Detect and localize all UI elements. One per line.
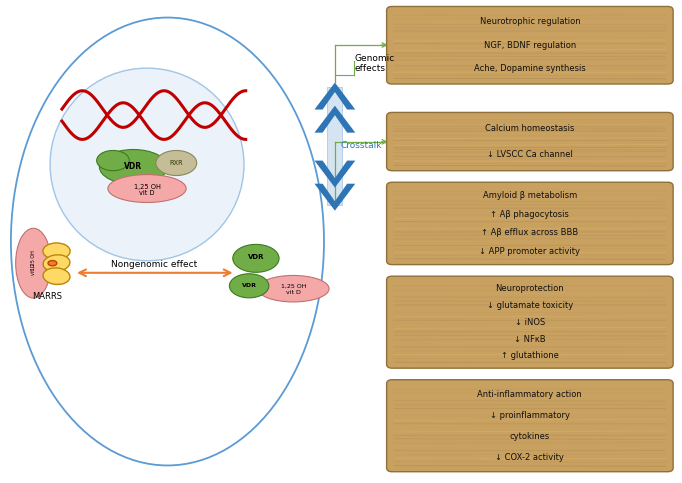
Ellipse shape [43, 243, 70, 259]
Text: ↓ iNOS: ↓ iNOS [515, 318, 545, 327]
Ellipse shape [48, 260, 57, 266]
Text: MARRS: MARRS [32, 292, 62, 301]
Ellipse shape [233, 244, 279, 272]
Text: ↑ glutathione: ↑ glutathione [501, 352, 559, 360]
Text: vit D: vit D [286, 290, 301, 295]
Text: NGF, BDNF regulation: NGF, BDNF regulation [484, 41, 576, 50]
FancyBboxPatch shape [387, 276, 673, 368]
Text: ↑ Aβ phagocytosis: ↑ Aβ phagocytosis [490, 210, 569, 219]
Bar [327, 87, 342, 205]
Ellipse shape [50, 68, 244, 261]
Polygon shape [314, 83, 355, 110]
Text: VDR: VDR [124, 162, 143, 171]
FancyBboxPatch shape [387, 380, 673, 472]
Text: Nongenomic effect: Nongenomic effect [111, 260, 198, 270]
Text: Ache, Dopamine synthesis: Ache, Dopamine synthesis [474, 64, 586, 73]
FancyBboxPatch shape [387, 113, 673, 170]
Text: 1,25 OH: 1,25 OH [134, 184, 160, 190]
Ellipse shape [229, 274, 269, 298]
Text: 1,25 OH: 1,25 OH [280, 284, 306, 289]
Ellipse shape [97, 151, 130, 170]
Text: RXR: RXR [169, 160, 183, 166]
Ellipse shape [43, 268, 70, 284]
Text: ↓ glutamate toxicity: ↓ glutamate toxicity [487, 301, 573, 310]
Text: VDR: VDR [241, 284, 256, 288]
Polygon shape [314, 160, 355, 187]
Text: Neurotrophic regulation: Neurotrophic regulation [479, 17, 580, 27]
Text: Calcium homeostasis: Calcium homeostasis [485, 125, 574, 133]
Text: 1,25 OH: 1,25 OH [31, 250, 36, 270]
Text: Anti-inflammatory action: Anti-inflammatory action [477, 390, 582, 398]
FancyBboxPatch shape [387, 6, 673, 84]
Ellipse shape [16, 228, 51, 298]
Text: ↑ Aβ efflux across BBB: ↑ Aβ efflux across BBB [481, 228, 578, 237]
Polygon shape [314, 106, 355, 133]
Ellipse shape [108, 174, 186, 202]
Ellipse shape [100, 150, 168, 184]
Text: ↓ APP promoter activity: ↓ APP promoter activity [479, 247, 580, 256]
Text: cytokines: cytokines [509, 432, 550, 441]
Text: vit D: vit D [31, 263, 36, 275]
Text: Genomic
effects: Genomic effects [355, 54, 395, 73]
Text: ↓ proinflammatory: ↓ proinflammatory [490, 411, 570, 420]
Ellipse shape [258, 275, 329, 302]
Text: Crosstalk: Crosstalk [341, 141, 383, 150]
FancyBboxPatch shape [387, 182, 673, 265]
Text: ↓ NFκB: ↓ NFκB [514, 335, 546, 343]
Text: vit D: vit D [139, 190, 155, 196]
Ellipse shape [43, 255, 70, 271]
Ellipse shape [156, 151, 196, 175]
Text: ↓ LVSCC Ca channel: ↓ LVSCC Ca channel [487, 150, 573, 159]
Text: Amyloid β metabolism: Amyloid β metabolism [483, 191, 577, 200]
Text: VDR: VDR [248, 255, 264, 260]
Text: ↓ COX-2 activity: ↓ COX-2 activity [495, 453, 564, 462]
Polygon shape [314, 184, 355, 211]
Text: Neuroprotection: Neuroprotection [496, 284, 564, 293]
